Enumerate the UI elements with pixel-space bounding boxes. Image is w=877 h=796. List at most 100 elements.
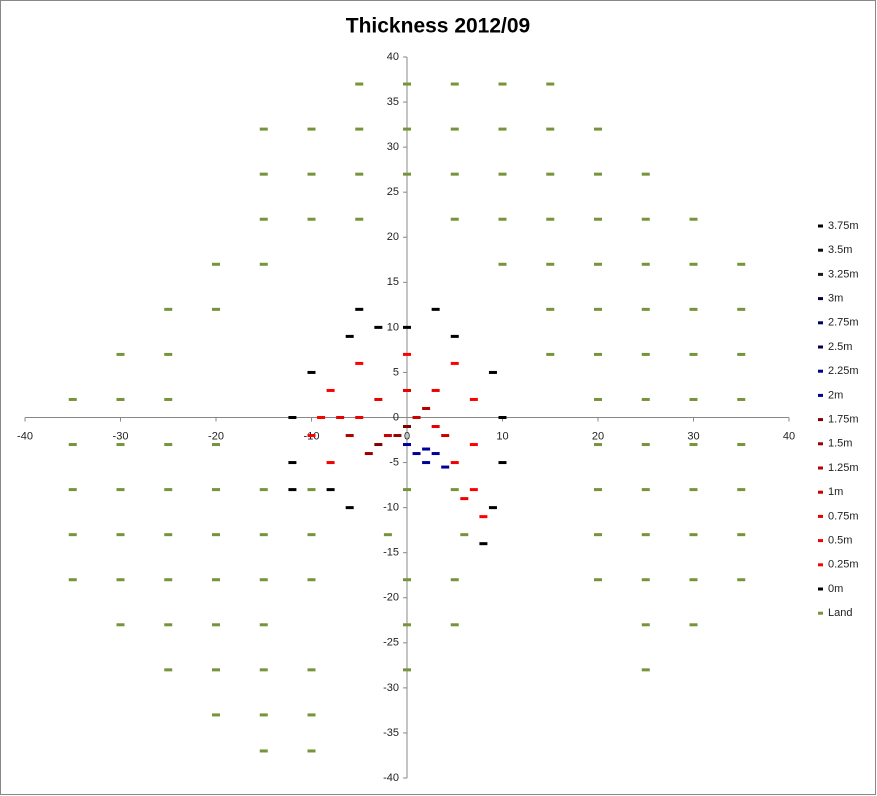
y-tick-label: 5 bbox=[393, 366, 399, 378]
point bbox=[450, 217, 459, 221]
point bbox=[488, 370, 497, 374]
y-tick-label: 40 bbox=[387, 51, 399, 63]
point bbox=[641, 172, 650, 176]
point bbox=[594, 127, 602, 131]
point bbox=[450, 82, 459, 86]
legend-label: 0.25m bbox=[828, 559, 859, 571]
point bbox=[259, 262, 268, 266]
point bbox=[737, 578, 746, 582]
point bbox=[431, 425, 440, 429]
y-tick-label: 10 bbox=[387, 321, 399, 333]
legend-marker bbox=[818, 369, 823, 373]
point bbox=[403, 172, 411, 176]
point bbox=[212, 488, 220, 492]
point bbox=[336, 416, 345, 419]
legend-marker bbox=[818, 466, 823, 470]
point bbox=[116, 533, 125, 537]
point bbox=[689, 262, 698, 266]
point bbox=[689, 397, 698, 401]
point bbox=[355, 172, 364, 176]
point bbox=[546, 82, 555, 86]
point bbox=[307, 578, 316, 582]
point bbox=[259, 749, 268, 753]
point bbox=[355, 127, 364, 131]
point bbox=[431, 388, 440, 392]
point bbox=[116, 623, 125, 627]
point bbox=[594, 397, 602, 401]
point bbox=[441, 434, 450, 438]
point bbox=[403, 425, 411, 429]
legend-label: 2.25m bbox=[828, 365, 859, 377]
point bbox=[164, 397, 173, 401]
point bbox=[641, 623, 650, 627]
point bbox=[383, 533, 392, 537]
point bbox=[288, 416, 297, 419]
point bbox=[68, 397, 77, 401]
legend-marker bbox=[818, 393, 823, 397]
point bbox=[546, 352, 555, 356]
point bbox=[164, 443, 173, 447]
point bbox=[594, 533, 602, 537]
y-tick-label: -15 bbox=[383, 547, 399, 559]
point bbox=[460, 497, 469, 501]
point bbox=[355, 217, 364, 221]
point bbox=[164, 533, 173, 537]
point bbox=[546, 172, 555, 176]
point bbox=[498, 127, 507, 131]
point bbox=[488, 506, 497, 510]
point bbox=[403, 325, 411, 329]
legend-marker bbox=[818, 563, 823, 567]
point bbox=[594, 262, 602, 266]
x-tick-label: -20 bbox=[208, 430, 224, 442]
point bbox=[641, 217, 650, 221]
point bbox=[479, 515, 488, 519]
point bbox=[689, 488, 698, 492]
point bbox=[594, 217, 602, 221]
legend-marker bbox=[818, 224, 823, 228]
point bbox=[403, 352, 411, 356]
legend-label: 2m bbox=[828, 389, 843, 401]
point bbox=[689, 533, 698, 537]
point bbox=[403, 388, 411, 392]
point bbox=[641, 443, 650, 447]
point bbox=[498, 262, 507, 266]
point bbox=[383, 434, 392, 438]
point bbox=[469, 488, 478, 492]
point bbox=[307, 172, 316, 176]
point bbox=[460, 533, 469, 537]
point bbox=[594, 443, 602, 447]
point bbox=[403, 443, 411, 447]
point bbox=[641, 262, 650, 266]
y-tick-label: 15 bbox=[387, 276, 399, 288]
legend-label: 1m bbox=[828, 486, 843, 498]
point bbox=[641, 533, 650, 537]
point bbox=[288, 488, 297, 492]
chart-title: Thickness 2012/09 bbox=[346, 15, 530, 38]
point bbox=[164, 668, 173, 672]
legend-label: 2.75m bbox=[828, 317, 859, 329]
point bbox=[594, 352, 602, 356]
point bbox=[422, 406, 431, 410]
point bbox=[546, 307, 555, 311]
legend-marker bbox=[818, 297, 823, 301]
point bbox=[212, 307, 220, 311]
point bbox=[689, 307, 698, 311]
point bbox=[469, 443, 478, 447]
point bbox=[345, 434, 354, 438]
point bbox=[689, 352, 698, 356]
point bbox=[259, 533, 268, 537]
point bbox=[355, 307, 364, 311]
point bbox=[450, 361, 459, 365]
point bbox=[212, 533, 220, 537]
point bbox=[737, 443, 746, 447]
point bbox=[116, 352, 125, 356]
x-tick-label: -30 bbox=[113, 430, 129, 442]
legend-marker bbox=[818, 321, 823, 325]
point bbox=[450, 461, 459, 465]
y-tick-label: 25 bbox=[387, 186, 399, 198]
point bbox=[412, 416, 421, 419]
y-tick-label: 20 bbox=[387, 231, 399, 243]
